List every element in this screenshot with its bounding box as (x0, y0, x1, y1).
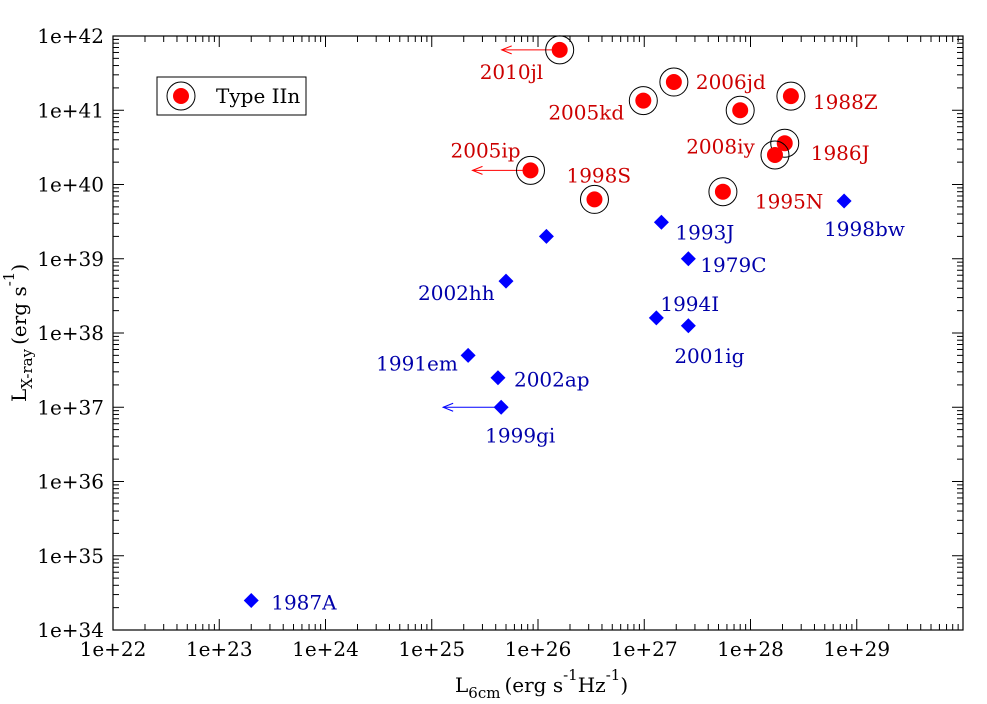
diamond-point (653, 214, 669, 230)
point-label: 2001ig (674, 344, 744, 368)
iin-point (714, 183, 731, 200)
iin-point-ring (725, 95, 755, 125)
iin-point (665, 74, 682, 91)
point-label: 1987A (271, 590, 337, 614)
point-label: 1999gi (485, 423, 555, 447)
upper-limit-arrow-head (500, 45, 512, 55)
legend-label: Type IIn (216, 84, 300, 108)
iin-point-ring (545, 35, 575, 65)
plot-frame (112, 35, 964, 631)
y-tick-label: 1e+38 (37, 321, 104, 345)
y-tick-label: 1e+35 (37, 544, 104, 568)
y-tick-label: 1e+37 (37, 395, 104, 419)
axis-ticks: 1e+22 1e+23 1e+24 1e+25 1e+26 1e+27 1e+28 1e+29… (37, 24, 964, 661)
diamond-point (493, 399, 509, 415)
legend-marker (173, 88, 189, 104)
y-tick-label: 1e+42 (37, 24, 104, 48)
point-label: 2006jd (696, 70, 766, 94)
point-label: 1998bw (824, 217, 905, 241)
diamond-point (648, 310, 664, 326)
diamond-point (243, 592, 259, 608)
point-label: 1994I (660, 292, 719, 316)
iin-point (782, 88, 799, 105)
point-label: 2002ap (514, 368, 590, 392)
iin-point (732, 102, 749, 119)
point-label: 1991em (376, 351, 458, 375)
iin-point (766, 146, 783, 163)
iin-point-ring (776, 81, 806, 111)
y-tick-label: 1e+39 (37, 247, 104, 271)
iin-point (586, 191, 603, 208)
point-labels: 2010jl 2006jd 1988Z 2005kd 2008iy 1986J 2005ip… (271, 60, 905, 615)
point-label: 1988Z (813, 90, 878, 114)
y-tick-label: 1e+36 (37, 470, 104, 494)
point-label: 2005ip (451, 138, 521, 162)
x-axis-title: L6cm (erg s-1Hz-1) (455, 666, 628, 702)
iin-point (635, 92, 652, 109)
point-label: 2005kd (548, 101, 624, 125)
iin-point-ring (659, 67, 689, 97)
x-tick-label: 1e+22 (80, 637, 147, 661)
point-label: 1979C (700, 253, 766, 277)
point-label: 1998S (566, 163, 631, 187)
diamond-point (680, 251, 696, 267)
point-label: 2008iy (686, 134, 755, 158)
x-tick-label: 1e+26 (505, 637, 572, 661)
y-axis-title: LX-ray(erg s-1) (0, 264, 36, 402)
diamond-point (460, 347, 476, 363)
point-label: 1995N (755, 190, 823, 214)
y-tick-label: 1e+34 (37, 618, 104, 642)
x-tick-label: 1e+27 (611, 637, 678, 661)
iin-point (522, 162, 539, 179)
iin-point-ring (628, 86, 658, 116)
iin-point-ring (579, 184, 609, 214)
x-tick-label: 1e+23 (186, 637, 253, 661)
x-tick-label: 1e+28 (717, 637, 784, 661)
data-points (243, 35, 852, 608)
legend-marker-ring (166, 81, 196, 111)
point-label: 2010jl (480, 60, 544, 84)
x-tick-label: 1e+25 (398, 637, 465, 661)
y-tick-label: 1e+40 (37, 173, 104, 197)
point-label: 2002hh (418, 281, 495, 305)
diamond-point (498, 273, 514, 289)
diamond-point (836, 193, 852, 209)
iin-point-ring (770, 128, 800, 158)
iin-point-ring (516, 155, 546, 185)
x-tick-label: 1e+24 (292, 637, 359, 661)
iin-point (776, 135, 793, 152)
iin-point-ring (760, 140, 790, 170)
y-tick-label: 1e+41 (37, 98, 104, 122)
diamond-point (538, 228, 554, 244)
diamond-point (680, 318, 696, 334)
point-label: 1993J (675, 220, 734, 244)
upper-limit-arrows (441, 45, 560, 412)
legend: Type IIn (156, 76, 307, 116)
upper-limit-arrow-head (471, 165, 483, 175)
iin-point (551, 41, 568, 58)
diamond-point (490, 370, 506, 386)
point-label: 1986J (811, 141, 870, 165)
iin-point-ring (708, 177, 738, 207)
x-tick-label: 1e+29 (823, 637, 890, 661)
upper-limit-arrow-head (441, 402, 454, 412)
